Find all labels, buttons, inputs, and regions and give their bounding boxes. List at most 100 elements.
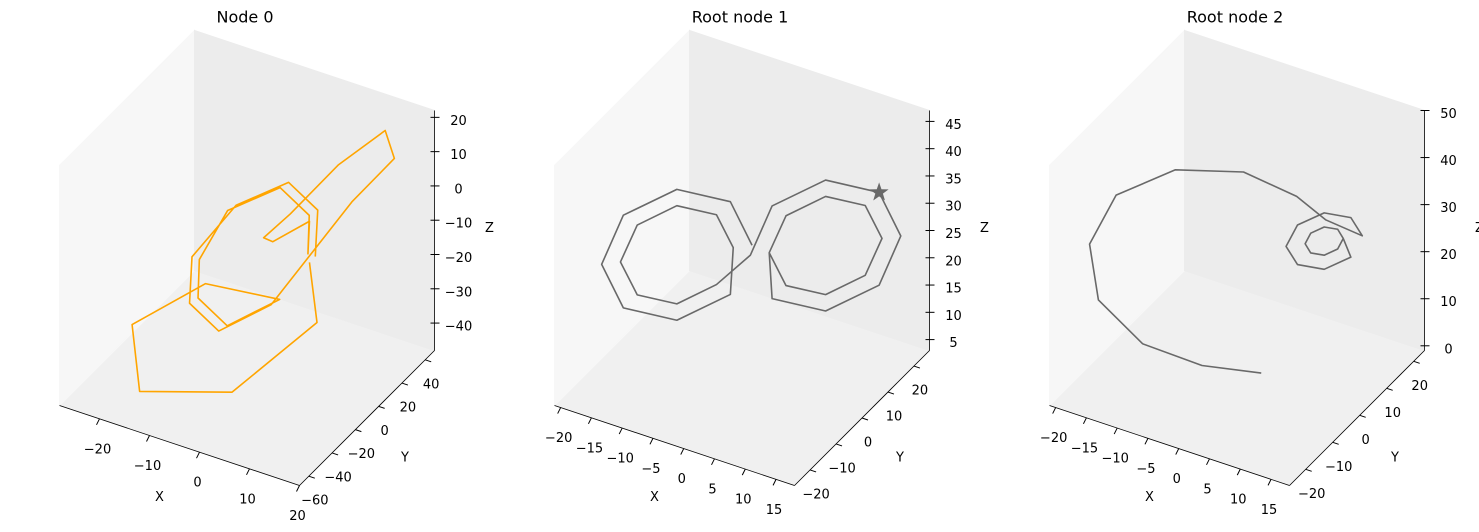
y-tick — [809, 469, 817, 473]
x-tick-label: 5 — [1203, 482, 1211, 497]
y-tick-label: −20 — [802, 487, 829, 502]
y-tick-label: 20 — [1411, 379, 1428, 394]
x-tick — [711, 458, 715, 466]
x-tick — [618, 427, 623, 435]
y-tick-label: −10 — [1325, 460, 1352, 475]
y-axis-label: Y — [1390, 451, 1399, 466]
y-tick-label: 20 — [912, 384, 929, 399]
z-tick-label: 25 — [945, 227, 962, 242]
x-tick-label: 0 — [1173, 472, 1181, 487]
x-tick — [649, 438, 654, 445]
y-tick — [1386, 387, 1393, 391]
y-axis-label: Y — [400, 451, 409, 466]
x-tick-label: 0 — [678, 472, 686, 487]
x-tick — [196, 451, 200, 459]
z-axis-label: Z — [1475, 221, 1479, 236]
y-tick — [913, 365, 921, 369]
z-tick-label: 15 — [945, 282, 962, 297]
y-tick — [425, 359, 432, 363]
x-tick-label: −10 — [1101, 452, 1128, 467]
z-tick-label: 10 — [1440, 295, 1457, 310]
chart-title: Root node 1 — [692, 8, 789, 27]
x-tick-label: 15 — [766, 503, 783, 518]
y-tick — [378, 405, 385, 409]
x-tick — [557, 407, 562, 414]
y-tick-label: −60 — [301, 494, 328, 509]
star-marker — [869, 182, 889, 201]
y-tick — [887, 391, 895, 395]
axis-line — [554, 405, 795, 486]
y-tick — [835, 443, 843, 447]
z-tick-label: −10 — [445, 217, 472, 232]
z-tick-label: 20 — [1440, 248, 1457, 263]
trajectory — [1088, 168, 1364, 374]
z-tick-label: 30 — [945, 200, 962, 215]
x-tick — [296, 485, 300, 492]
z-tick-label: 50 — [1440, 107, 1457, 122]
y-tick-label: 20 — [400, 401, 417, 416]
z-axis-label: Z — [980, 221, 989, 236]
z-tick-label: 40 — [1440, 154, 1457, 169]
y-tick — [308, 475, 315, 479]
x-tick — [741, 468, 746, 476]
y-tick-label: −20 — [348, 447, 375, 462]
x-axis-label: X — [1145, 490, 1154, 505]
x-tick-label: 10 — [1230, 493, 1247, 508]
z-tick-label: 0 — [1444, 342, 1452, 357]
y-tick-label: 10 — [886, 410, 903, 425]
x-tick-label: 10 — [735, 493, 752, 508]
x-tick — [96, 418, 100, 426]
x-tick-label: −20 — [545, 431, 572, 446]
y-tick — [1413, 360, 1420, 364]
z-tick-label: 45 — [945, 118, 962, 133]
chart-title: Node 0 — [216, 8, 273, 27]
x-tick-label: −5 — [641, 462, 660, 477]
z-tick-label: 20 — [450, 114, 467, 129]
y-tick-label: 40 — [423, 377, 440, 392]
x-tick — [1052, 407, 1057, 414]
y-tick-label: −20 — [1298, 487, 1325, 502]
z-tick-label: 30 — [1440, 201, 1457, 216]
z-tick-label: 10 — [450, 148, 467, 163]
y-tick — [331, 452, 339, 456]
x-tick — [1113, 427, 1118, 435]
axis-line — [1049, 405, 1290, 486]
x-tick-label: 20 — [289, 509, 306, 524]
x-tick-label: 0 — [193, 476, 201, 491]
z-tick-label: −30 — [445, 285, 472, 300]
trajectory — [131, 129, 396, 393]
z-tick-label: −40 — [445, 320, 472, 335]
y-tick-label: 0 — [380, 424, 388, 439]
x-axis-label: X — [155, 490, 164, 505]
x-tick — [1082, 417, 1087, 425]
x-tick-label: −10 — [134, 459, 161, 474]
z-tick-label: 40 — [945, 145, 962, 160]
x-tick-label: −15 — [576, 441, 603, 456]
y-tick — [1359, 414, 1366, 418]
y-tick — [355, 429, 362, 433]
y-axis-label: Y — [895, 451, 904, 466]
x-tick — [1144, 438, 1149, 445]
y-tick-label: −40 — [324, 470, 351, 485]
y-tick — [1332, 441, 1339, 445]
x-tick — [1236, 468, 1241, 476]
x-tick — [1206, 458, 1210, 466]
z-tick-label: 35 — [945, 172, 962, 187]
x-tick — [587, 417, 592, 425]
x-axis-label: X — [650, 490, 659, 505]
x-tick-label: −20 — [1040, 431, 1067, 446]
y-tick-label: 0 — [864, 436, 872, 451]
z-tick-label: −20 — [445, 251, 472, 266]
x-tick — [1175, 448, 1180, 455]
x-tick-label: −20 — [84, 442, 111, 457]
trajectory — [600, 179, 902, 322]
y-tick-label: −10 — [828, 461, 855, 476]
x-tick — [1267, 479, 1272, 486]
x-tick-label: −5 — [1136, 462, 1155, 477]
y-tick — [1305, 468, 1312, 472]
x-tick — [680, 448, 685, 455]
chart-title: Root node 2 — [1187, 8, 1284, 27]
z-tick-label: 10 — [945, 309, 962, 324]
axis-line — [1289, 350, 1425, 486]
